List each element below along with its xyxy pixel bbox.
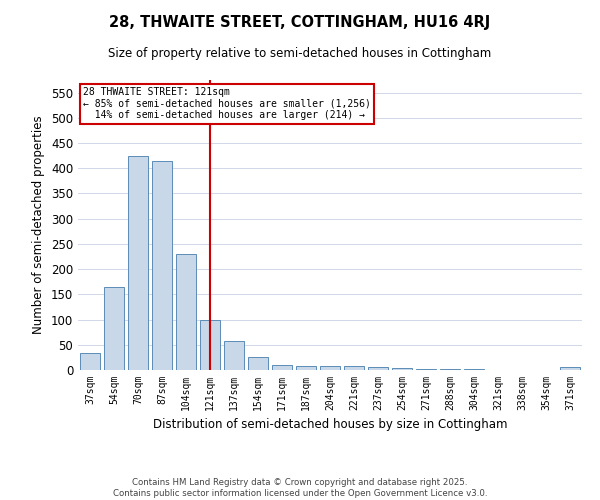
Bar: [344, 366, 364, 370]
Text: 28, THWAITE STREET, COTTINGHAM, HU16 4RJ: 28, THWAITE STREET, COTTINGHAM, HU16 4RJ: [109, 15, 491, 30]
Text: Contains HM Land Registry data © Crown copyright and database right 2025.
Contai: Contains HM Land Registry data © Crown c…: [113, 478, 487, 498]
Text: Size of property relative to semi-detached houses in Cottingham: Size of property relative to semi-detach…: [109, 48, 491, 60]
Bar: [416, 369, 436, 370]
Bar: [272, 365, 292, 370]
Bar: [80, 354, 100, 370]
Text: 28 THWAITE STREET: 121sqm
← 85% of semi-detached houses are smaller (1,256)
  14: 28 THWAITE STREET: 121sqm ← 85% of semi-…: [83, 87, 371, 120]
Y-axis label: Number of semi-detached properties: Number of semi-detached properties: [32, 116, 46, 334]
Bar: [224, 342, 244, 370]
Bar: [392, 368, 412, 370]
Bar: [368, 368, 388, 370]
Bar: [248, 358, 268, 370]
Bar: [176, 254, 196, 370]
Bar: [200, 320, 220, 370]
Bar: [464, 369, 484, 370]
Bar: [152, 160, 172, 370]
Bar: [440, 369, 460, 370]
Bar: [296, 366, 316, 370]
Bar: [104, 287, 124, 370]
Bar: [128, 156, 148, 370]
X-axis label: Distribution of semi-detached houses by size in Cottingham: Distribution of semi-detached houses by …: [153, 418, 507, 432]
Bar: [320, 366, 340, 370]
Bar: [560, 368, 580, 370]
